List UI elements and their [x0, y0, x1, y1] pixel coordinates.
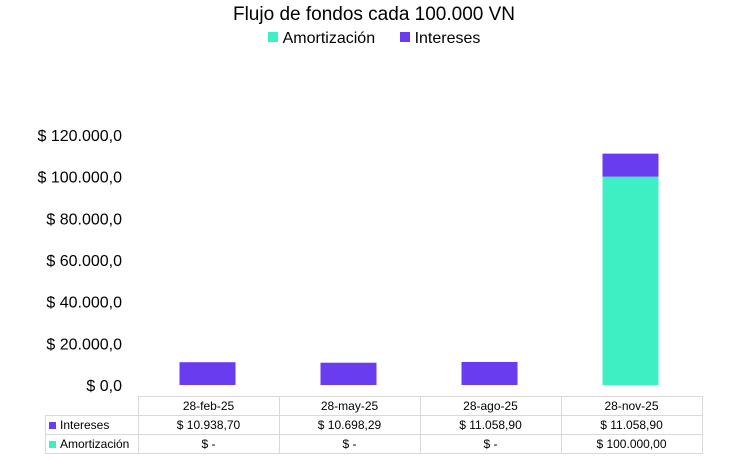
data-table-row-label: Intereses [45, 415, 139, 435]
data-table-category: 28-may-25 [278, 396, 421, 416]
chart-legend: Amortización Intereses [0, 30, 748, 48]
legend-label-amortizacion: Amortización [282, 30, 376, 47]
data-table-cell: $ 10.698,29 [278, 415, 421, 435]
y-tick-label: $ 80.000,0 [46, 211, 122, 228]
chart-plot-area: $ 0,0 $ 20.000,0 $ 40.000,0 $ 60.000,0 $ 80.… [37, 128, 659, 395]
bar-intereses [461, 361, 518, 385]
y-tick-label: $ 0,0 [86, 378, 122, 395]
bar-intereses [179, 362, 236, 385]
legend-item-amortizacion: Amortización [267, 30, 376, 48]
data-table-corner [45, 396, 139, 416]
data-table-cell: $ - [137, 434, 280, 454]
row-label-intereses: Intereses [60, 418, 110, 432]
data-table-category: 28-feb-25 [137, 396, 280, 416]
data-table-header-row: 28-feb-25 28-may-25 28-ago-25 28-nov-25 [45, 396, 703, 416]
chart-title: Flujo de fondos cada 100.000 VN [232, 4, 516, 25]
row-swatch-amortizacion [49, 441, 56, 448]
y-tick-label: $ 100.000,0 [37, 170, 122, 187]
data-table-cell: $ 11.058,90 [560, 415, 703, 435]
y-tick-label: $ 120.000,0 [37, 128, 122, 145]
data-table-category: 28-ago-25 [419, 396, 562, 416]
data-table-row-label: Amortización [45, 434, 139, 454]
data-table-cell: $ 11.058,90 [419, 415, 562, 435]
y-tick-label: $ 60.000,0 [46, 253, 122, 270]
data-table-cell: $ 100.000,00 [560, 434, 703, 454]
legend-label-intereses: Intereses [414, 30, 481, 47]
data-table-row-intereses: Intereses $ 10.938,70 $ 10.698,29 $ 11.0… [45, 415, 703, 435]
data-table-category: 28-nov-25 [560, 396, 703, 416]
bar-intereses [602, 153, 659, 177]
row-swatch-intereses [49, 422, 56, 429]
data-table-row-amortizacion: Amortización $ - $ - $ - $ 100.000,00 [45, 434, 703, 454]
legend-item-intereses: Intereses [399, 30, 481, 48]
legend-swatch-intereses [399, 32, 410, 42]
data-table-cell: $ - [419, 434, 562, 454]
y-tick-label: $ 20.000,0 [46, 336, 122, 353]
legend-swatch-amortizacion [267, 32, 278, 42]
bar-intereses [320, 362, 377, 385]
data-table-cell: $ 10.938,70 [137, 415, 280, 435]
data-table: 28-feb-25 28-may-25 28-ago-25 28-nov-25 … [45, 396, 703, 454]
bar-amortizacion [602, 176, 659, 385]
y-tick-label: $ 40.000,0 [46, 295, 122, 312]
row-label-amortizacion: Amortización [60, 437, 130, 451]
data-table-cell: $ - [278, 434, 421, 454]
